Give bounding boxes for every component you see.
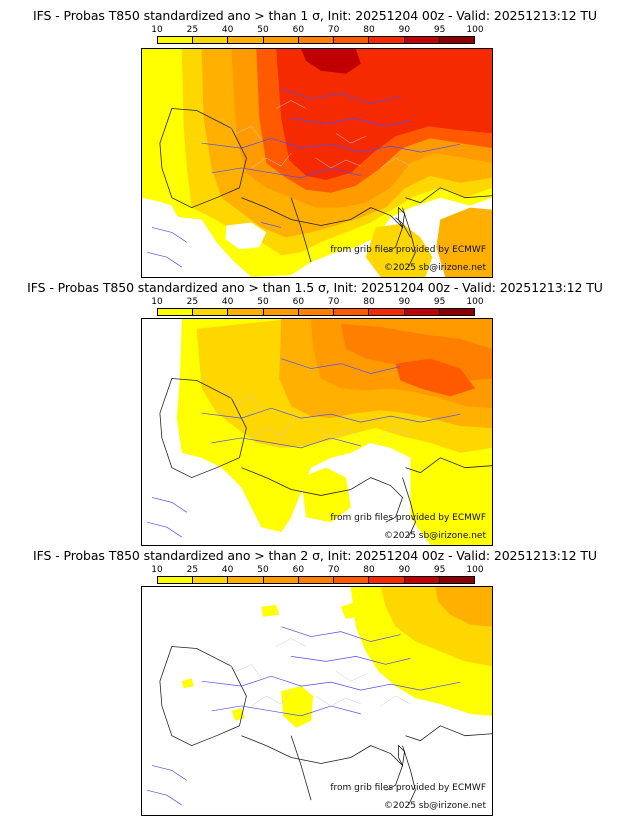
legend-swatch — [228, 37, 264, 43]
map-graphic — [142, 587, 492, 815]
legend-swatch — [193, 309, 229, 315]
legend-swatch — [404, 577, 440, 583]
legend-swatch — [439, 577, 474, 583]
legend-swatch — [439, 37, 474, 43]
legend-ticks: 10 25 40 50 60 70 80 90 95 100 — [151, 25, 483, 36]
legend-swatch — [263, 37, 299, 43]
legend-tick-label: 80 — [363, 25, 375, 35]
panel-title: IFS - Probas T850 standardized ano > tha… — [33, 8, 597, 23]
legend-swatch — [298, 37, 335, 43]
legend-tick-label: 25 — [186, 25, 199, 35]
legend-swatch — [334, 577, 370, 583]
legend-tick-label: 100 — [466, 297, 484, 307]
legend-bar — [157, 36, 475, 44]
legend-tick-label: 100 — [466, 565, 484, 575]
legend-ticks: 10 25 40 50 60 70 80 90 95 100 — [151, 565, 483, 576]
legend-tick-label: 90 — [398, 297, 411, 307]
data-source-credit: from grib files provided by ECMWF — [330, 245, 486, 255]
legend-swatch — [263, 577, 299, 583]
legend-tick-label: 60 — [292, 297, 305, 307]
legend-swatch — [158, 577, 194, 583]
legend-swatch — [193, 577, 229, 583]
legend-tick-label: 50 — [257, 297, 269, 307]
copyright-credit: ©2025 sb@irizone.net — [384, 263, 486, 273]
legend-tick-label: 40 — [221, 565, 234, 575]
legend-swatch — [263, 309, 299, 315]
data-source-credit: from grib files provided by ECMWF — [330, 783, 486, 793]
legend-tick-label: 80 — [363, 297, 375, 307]
copyright-credit: ©2025 sb@irizone.net — [384, 531, 486, 541]
legend-swatch — [193, 37, 229, 43]
legend-tick-label: 90 — [398, 25, 411, 35]
panel-title: IFS - Probas T850 standardized ano > tha… — [33, 548, 597, 563]
legend-swatch — [228, 309, 264, 315]
legend-tick-label: 95 — [433, 25, 446, 35]
legend-swatch — [298, 309, 335, 315]
legend-tick-label: 80 — [363, 565, 375, 575]
legend-tick-label: 70 — [327, 25, 340, 35]
legend-tick-label: 60 — [292, 25, 305, 35]
legend-swatch — [439, 309, 474, 315]
legend-tick-label: 60 — [292, 565, 305, 575]
legend-swatch — [369, 309, 405, 315]
forecast-panel-1: IFS - Probas T850 standardized ano > tha… — [0, 8, 630, 278]
legend-tick-label: 10 — [151, 297, 163, 307]
map-graphic — [142, 49, 492, 277]
legend-swatch — [369, 577, 405, 583]
copyright-credit: ©2025 sb@irizone.net — [384, 801, 486, 811]
legend-tick-label: 50 — [257, 25, 269, 35]
legend-swatch — [158, 37, 194, 43]
legend-swatch — [334, 309, 370, 315]
legend-bar — [157, 576, 475, 584]
probability-map: from grib files provided by ECMWF ©2025 … — [141, 318, 493, 546]
color-legend: 10 25 40 50 60 70 80 90 95 100 — [151, 25, 484, 47]
map-graphic — [142, 319, 492, 545]
legend-tick-label: 100 — [466, 25, 484, 35]
data-source-credit: from grib files provided by ECMWF — [330, 513, 486, 523]
legend-tick-label: 90 — [398, 565, 411, 575]
legend-swatch — [228, 577, 264, 583]
legend-tick-label: 95 — [433, 297, 446, 307]
probability-map: from grib files provided by ECMWF ©2025 … — [141, 586, 493, 816]
legend-tick-label: 25 — [186, 565, 199, 575]
legend-tick-label: 95 — [433, 565, 446, 575]
legend-swatch — [158, 309, 194, 315]
legend-tick-label: 70 — [327, 565, 340, 575]
legend-bar — [157, 308, 475, 316]
legend-tick-label: 40 — [221, 25, 234, 35]
legend-swatch — [334, 37, 370, 43]
legend-tick-label: 40 — [221, 297, 234, 307]
legend-swatch — [369, 37, 405, 43]
legend-tick-label: 25 — [186, 297, 199, 307]
forecast-panel-2: IFS - Probas T850 standardized ano > tha… — [0, 280, 630, 550]
legend-tick-label: 70 — [327, 297, 340, 307]
legend-tick-label: 10 — [151, 565, 163, 575]
forecast-panel-3: IFS - Probas T850 standardized ano > tha… — [0, 548, 630, 820]
color-legend: 10 25 40 50 60 70 80 90 95 100 — [151, 565, 484, 587]
legend-tick-label: 50 — [257, 565, 269, 575]
legend-ticks: 10 25 40 50 60 70 80 90 95 100 — [151, 297, 483, 308]
color-legend: 10 25 40 50 60 70 80 90 95 100 — [151, 297, 484, 319]
panel-title: IFS - Probas T850 standardized ano > tha… — [27, 280, 603, 295]
probability-map: from grib files provided by ECMWF ©2025 … — [141, 48, 493, 278]
legend-swatch — [404, 309, 440, 315]
legend-tick-label: 10 — [151, 25, 163, 35]
legend-swatch — [404, 37, 440, 43]
legend-swatch — [298, 577, 335, 583]
